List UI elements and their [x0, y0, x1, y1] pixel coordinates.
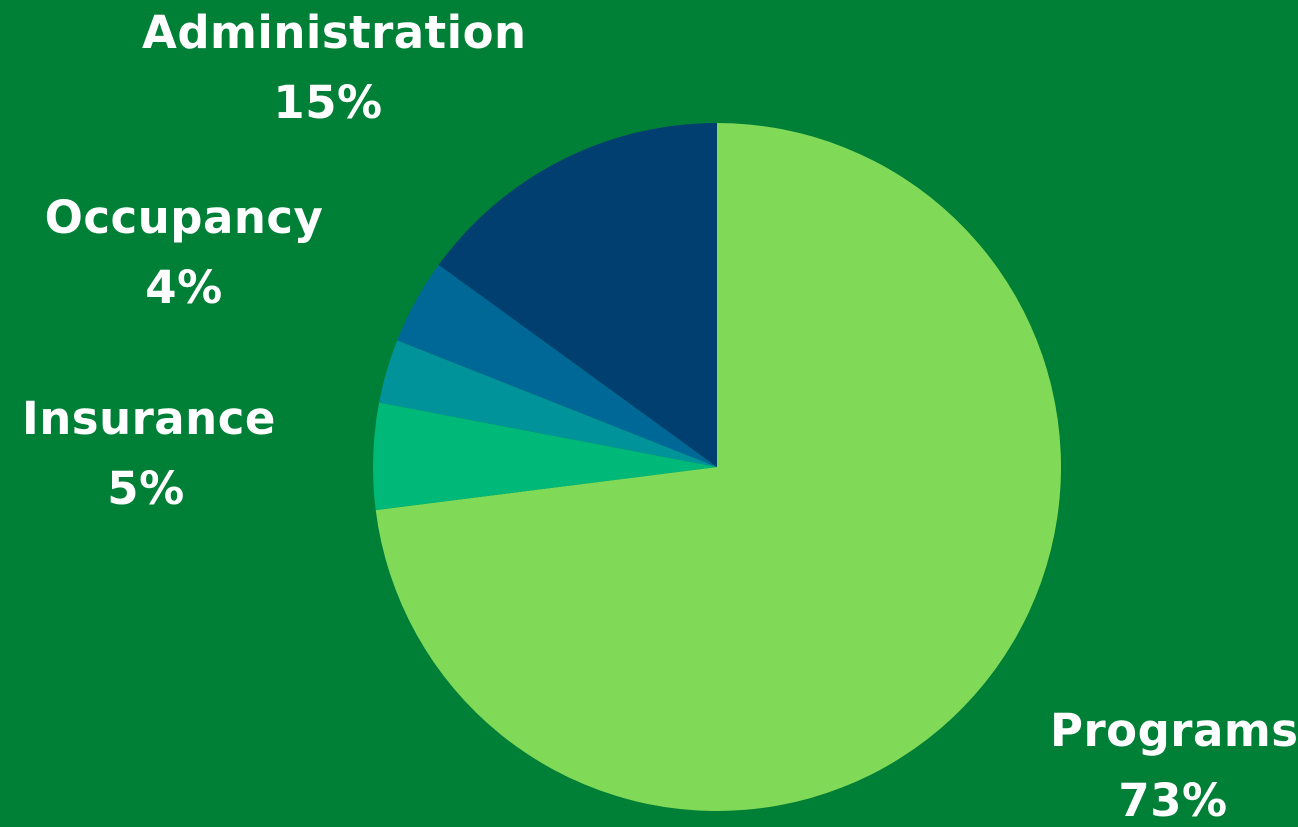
pie-slice-occupancy — [397, 264, 717, 467]
pie-slice-unlabeled — [379, 340, 717, 467]
pie-slice-programs — [375, 123, 1061, 811]
slice-label-administration: Administration 15% — [142, 6, 527, 129]
slice-label-insurance-name: Insurance — [22, 392, 276, 445]
slice-label-insurance: Insurance 5% — [22, 392, 276, 515]
slice-label-administration-name: Administration — [142, 6, 527, 59]
pie-slices — [372, 123, 1061, 811]
slice-label-programs-percent: 73% — [1118, 774, 1228, 827]
slice-label-insurance-percent: 5% — [107, 462, 185, 515]
pie-slice-administration — [438, 123, 717, 467]
pie-slice-insurance — [372, 402, 717, 511]
slice-label-programs-name: Programs — [1050, 704, 1298, 757]
slice-label-occupancy: Occupancy 4% — [44, 195, 324, 310]
slice-label-programs: Programs 73% — [1050, 704, 1298, 827]
slice-label-occupancy-name: Occupancy — [44, 191, 324, 244]
slice-label-administration-percent: 15% — [273, 76, 383, 129]
slice-label-occupancy-percent: 4% — [145, 261, 223, 314]
